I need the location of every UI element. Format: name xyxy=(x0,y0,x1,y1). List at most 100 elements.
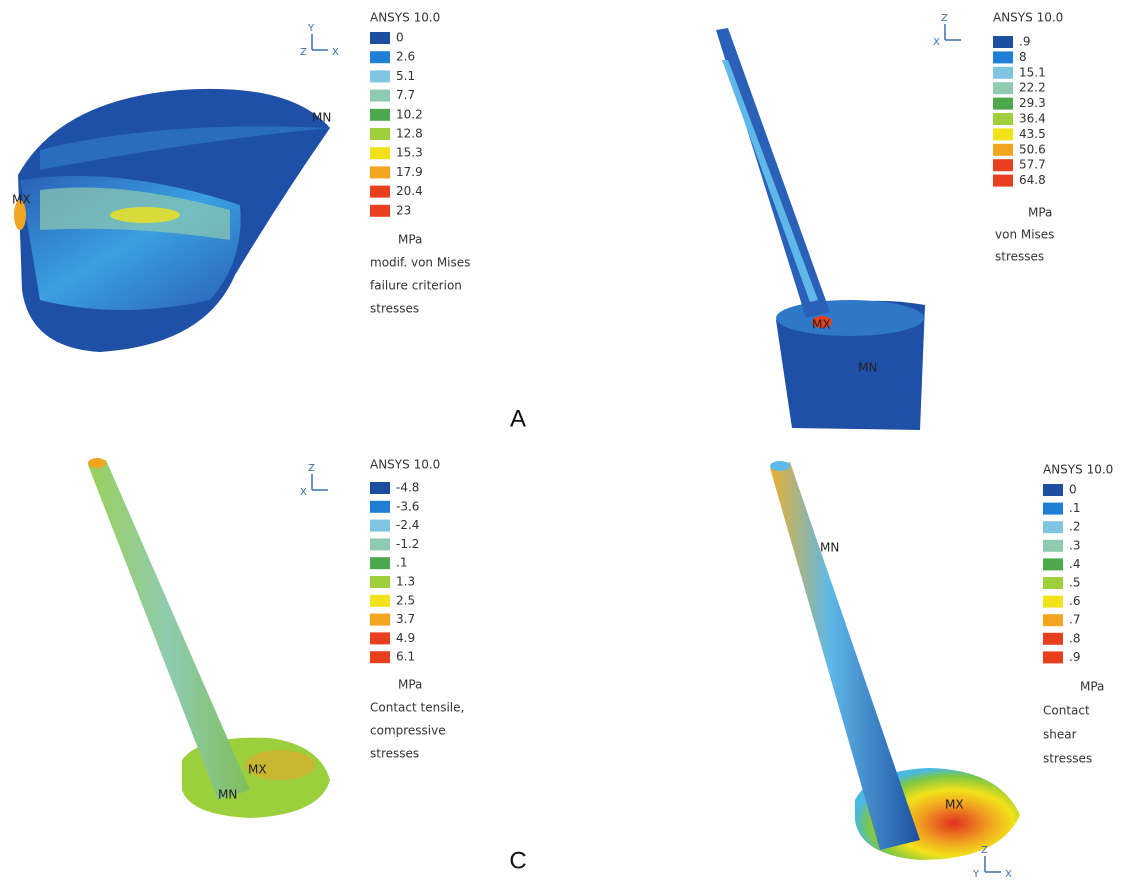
axis-label: X xyxy=(1005,869,1012,880)
annotation: MX xyxy=(248,763,267,777)
annotation: MN xyxy=(820,541,839,555)
stress-region xyxy=(722,60,818,302)
legend-unit: MPa xyxy=(398,678,422,692)
legend-value: .2 xyxy=(1069,520,1080,534)
legend-caption: compressive xyxy=(370,724,446,738)
legend-value: 23 xyxy=(396,203,411,217)
legend-swatch xyxy=(1043,596,1063,608)
legend-value: .5 xyxy=(1069,576,1080,590)
legend-value: 5.1 xyxy=(396,69,415,83)
model-shape xyxy=(716,28,830,318)
legend-swatch xyxy=(370,70,390,82)
legend-swatch xyxy=(370,576,390,588)
legend-caption: stresses xyxy=(370,747,419,761)
legend-swatch xyxy=(370,51,390,63)
legend-value: 50.6 xyxy=(1019,142,1046,156)
legend-swatch xyxy=(1043,558,1063,570)
legend-swatch xyxy=(993,128,1013,140)
legend-swatch xyxy=(993,82,1013,94)
legend-swatch xyxy=(993,159,1013,171)
legend-swatch xyxy=(993,67,1013,79)
legend-value: .9 xyxy=(1019,35,1030,49)
legend-value: 64.8 xyxy=(1019,173,1046,187)
model-shape xyxy=(770,462,920,850)
legend-swatch xyxy=(370,614,390,626)
panel-label: C xyxy=(509,847,526,874)
legend-title: ANSYS 10.0 xyxy=(1043,463,1113,477)
legend-value: 29.3 xyxy=(1019,96,1046,110)
stress-hotspot xyxy=(770,461,790,471)
legend-value: 4.9 xyxy=(396,631,415,645)
legend-swatch xyxy=(370,595,390,607)
legend-caption: von Mises xyxy=(995,228,1054,242)
annotation: MN xyxy=(218,788,237,802)
legend-swatch xyxy=(993,113,1013,125)
legend-value: 36.4 xyxy=(1019,112,1046,126)
model-shape xyxy=(88,460,250,800)
legend-swatch xyxy=(370,128,390,140)
axis-label: X xyxy=(332,47,339,58)
legend-swatch xyxy=(370,482,390,494)
legend-title: ANSYS 10.0 xyxy=(370,11,440,25)
stress-hotspot xyxy=(110,207,180,223)
legend-value: -4.8 xyxy=(396,481,419,495)
legend-value: 57.7 xyxy=(1019,158,1046,172)
legend-swatch xyxy=(1043,633,1063,645)
legend-caption: stresses xyxy=(1043,752,1092,766)
legend-caption: stresses xyxy=(370,302,419,316)
legend-value: .4 xyxy=(1069,557,1080,571)
legend-caption: modif. von Mises xyxy=(370,256,470,270)
legend-swatch xyxy=(1043,577,1063,589)
axis-label: Z xyxy=(308,463,315,474)
legend-value: 1.3 xyxy=(396,575,415,589)
legend-caption: shear xyxy=(1043,728,1077,742)
legend-unit: MPa xyxy=(1080,680,1104,694)
legend-swatch xyxy=(370,109,390,121)
panel-label: A xyxy=(510,405,526,432)
legend-swatch xyxy=(370,166,390,178)
legend-swatch xyxy=(1043,484,1063,496)
legend-swatch xyxy=(993,98,1013,110)
legend-swatch xyxy=(1043,521,1063,533)
axis-label: X xyxy=(300,487,307,498)
legend-swatch xyxy=(370,520,390,532)
legend-swatch xyxy=(993,144,1013,156)
legend-swatch xyxy=(1043,614,1063,626)
legend-value: 2.6 xyxy=(396,50,415,64)
legend-value: -1.2 xyxy=(396,537,419,551)
legend-value: 2.5 xyxy=(396,593,415,607)
legend-swatch xyxy=(370,32,390,44)
legend-swatch xyxy=(370,205,390,217)
legend-swatch xyxy=(370,186,390,198)
legend-caption: Contact tensile, xyxy=(370,701,464,715)
legend-value: .8 xyxy=(1069,631,1080,645)
axis-label: Z xyxy=(300,47,307,58)
legend-title: ANSYS 10.0 xyxy=(370,458,440,472)
figure: ANSYS 10.002.65.17.710.212.815.317.920.4… xyxy=(0,0,1141,889)
legend-swatch xyxy=(1043,540,1063,552)
legend-value: 15.1 xyxy=(1019,65,1046,79)
legend-value: 12.8 xyxy=(396,127,423,141)
legend-swatch xyxy=(370,501,390,513)
legend-value: 0 xyxy=(1069,483,1077,497)
legend-swatch xyxy=(370,90,390,102)
legend-swatch xyxy=(993,51,1013,63)
legend-value: 43.5 xyxy=(1019,127,1046,141)
legend-value: -3.6 xyxy=(396,499,419,513)
legend-value: .1 xyxy=(396,556,407,570)
legend-value: .9 xyxy=(1069,650,1080,664)
annotation: MX xyxy=(812,318,831,332)
legend-swatch xyxy=(370,651,390,663)
legend-value: 20.4 xyxy=(396,184,423,198)
legend-title: ANSYS 10.0 xyxy=(993,11,1063,25)
legend-value: .3 xyxy=(1069,538,1080,552)
legend-value: 6.1 xyxy=(396,650,415,664)
legend-caption: stresses xyxy=(995,250,1044,264)
legend-swatch xyxy=(993,175,1013,187)
legend-value: 3.7 xyxy=(396,612,415,626)
axis-label: Z xyxy=(941,13,948,24)
page: {"panels": [ {"legend": {"title": "ANSYS… xyxy=(0,0,1141,889)
annotation: MN xyxy=(858,361,877,375)
axis-label: X xyxy=(933,37,940,48)
legend-value: 8 xyxy=(1019,50,1027,64)
